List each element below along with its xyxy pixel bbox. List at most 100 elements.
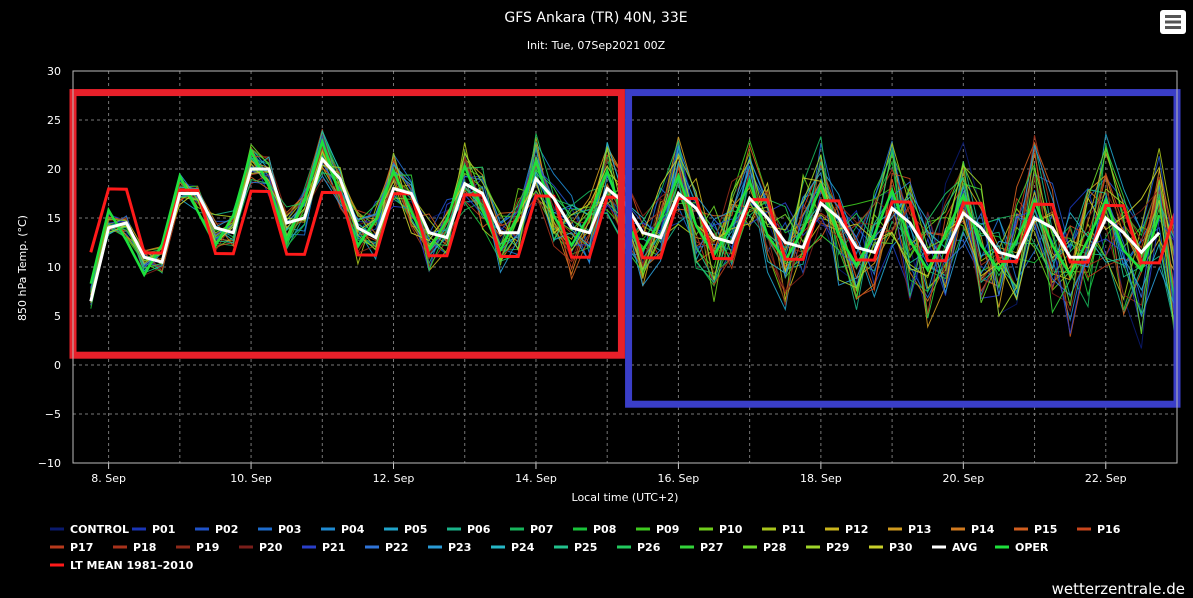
legend-label: P01: [152, 523, 175, 536]
legend-label: P25: [574, 541, 597, 554]
legend-item-avg[interactable]: AVG: [932, 541, 977, 554]
legend-label: P22: [385, 541, 408, 554]
legend-item-p26[interactable]: P26: [617, 541, 661, 554]
legend-item-p07[interactable]: P07: [510, 523, 553, 536]
legend-label: P15: [1034, 523, 1057, 536]
legend-label: P13: [908, 523, 931, 536]
y-tick-label: −10: [38, 457, 61, 470]
legend-label: P09: [656, 523, 679, 536]
x-axis-label: Local time (UTC+2): [572, 491, 679, 504]
x-tick-label: 22. Sep: [1085, 472, 1127, 485]
legend-item-control[interactable]: CONTROL: [50, 523, 129, 536]
series-line-avg: [89, 156, 1161, 302]
legend-label: P20: [259, 541, 283, 554]
legend-item-p22[interactable]: P22: [365, 541, 408, 554]
series-line-p29: [90, 147, 1178, 352]
legend-label: P03: [278, 523, 301, 536]
legend-label: OPER: [1015, 541, 1049, 554]
legend-label: P11: [782, 523, 805, 536]
legend-label: P28: [763, 541, 786, 554]
legend-item-p13[interactable]: P13: [888, 523, 931, 536]
hamburger-icon: [1165, 15, 1181, 29]
legend-label: AVG: [952, 541, 977, 554]
legend-label: P30: [889, 541, 913, 554]
x-tick-label: 16. Sep: [658, 472, 700, 485]
highlight-box-red: [69, 89, 625, 359]
axes: −10 −5 0 5 10 15 20 25 30 8. Sep 10. Sep 12. Sep 14.…: [38, 65, 1178, 485]
legend-item-p08[interactable]: P08: [573, 523, 616, 536]
chart-subtitle: Init: Tue, 07Sep2021 00Z: [527, 39, 666, 52]
legend-label: P29: [826, 541, 849, 554]
y-tick-label: 0: [54, 359, 61, 372]
legend-item-p21[interactable]: P21: [302, 541, 345, 554]
chart-title: GFS Ankara (TR) 40N, 33E: [504, 10, 687, 26]
series-group: [89, 128, 1179, 359]
legend-item-p16[interactable]: P16: [1077, 523, 1121, 536]
legend-item-p09[interactable]: P09: [636, 523, 679, 536]
legend-item-p12[interactable]: P12: [825, 523, 868, 536]
x-tick-label: 14. Sep: [515, 472, 557, 485]
legend-item-oper[interactable]: OPER: [995, 541, 1049, 554]
legend-item-p10[interactable]: P10: [699, 523, 743, 536]
y-tick-label: −5: [45, 408, 61, 421]
legend-item-p06[interactable]: P06: [447, 523, 491, 536]
x-tick-label: 18. Sep: [800, 472, 842, 485]
legend-item-p18[interactable]: P18: [113, 541, 156, 554]
y-axis-label: 850 hPa Temp. (°C): [16, 215, 29, 321]
legend-item-p17[interactable]: P17: [50, 541, 93, 554]
legend-label: P21: [322, 541, 345, 554]
legend-item-p20[interactable]: P20: [239, 541, 283, 554]
y-tick-label: 25: [47, 114, 61, 127]
legend: CONTROL P01 P02 P03 P04 P05 P06 P07 P08 P09 P10 P11…: [50, 523, 1121, 572]
legend-item-p29[interactable]: P29: [806, 541, 849, 554]
legend-label: P19: [196, 541, 219, 554]
legend-label: P24: [511, 541, 535, 554]
legend-item-p24[interactable]: P24: [491, 541, 535, 554]
x-tick-label: 8. Sep: [91, 472, 126, 485]
legend-item-p05[interactable]: P05: [384, 523, 427, 536]
plot-frame: [72, 70, 1178, 464]
legend-label: P23: [448, 541, 471, 554]
y-tick-label: 5: [54, 310, 61, 323]
y-tick-label: 20: [47, 163, 61, 176]
legend-label: P07: [530, 523, 553, 536]
legend-label: P08: [593, 523, 616, 536]
y-tick-label: 10: [47, 261, 61, 274]
series-line-lt-mean: [89, 187, 1179, 265]
legend-item-p11[interactable]: P11: [762, 523, 805, 536]
x-tick-label: 10. Sep: [230, 472, 272, 485]
legend-label: P04: [341, 523, 365, 536]
legend-label: P05: [404, 523, 427, 536]
legend-label: P16: [1097, 523, 1121, 536]
legend-item-p19[interactable]: P19: [176, 541, 219, 554]
legend-label: P14: [971, 523, 995, 536]
legend-item-p15[interactable]: P15: [1014, 523, 1057, 536]
y-tick-label: 30: [47, 65, 61, 78]
legend-item-p02[interactable]: P02: [195, 523, 238, 536]
menu-button[interactable]: [1160, 10, 1186, 34]
legend-item-p04[interactable]: P04: [321, 523, 365, 536]
legend-item-p03[interactable]: P03: [258, 523, 301, 536]
legend-label: P17: [70, 541, 93, 554]
legend-item-p23[interactable]: P23: [428, 541, 471, 554]
legend-label: CONTROL: [70, 523, 129, 536]
legend-label: P12: [845, 523, 868, 536]
legend-item-p30[interactable]: P30: [869, 541, 913, 554]
legend-label: P02: [215, 523, 238, 536]
legend-item-p01[interactable]: P01: [132, 523, 175, 536]
x-tick-label: 12. Sep: [373, 472, 415, 485]
series-line-oper: [89, 137, 1161, 284]
legend-item-p27[interactable]: P27: [680, 541, 723, 554]
legend-label: P06: [467, 523, 491, 536]
y-tick-label: 15: [47, 212, 61, 225]
legend-label: P18: [133, 541, 156, 554]
legend-item-p14[interactable]: P14: [951, 523, 995, 536]
legend-label: P27: [700, 541, 723, 554]
legend-item-p28[interactable]: P28: [743, 541, 786, 554]
legend-label: LT MEAN 1981–2010: [70, 559, 194, 572]
legend-item-lt-mean-1981-2010[interactable]: LT MEAN 1981–2010: [50, 559, 194, 572]
legend-label: P10: [719, 523, 743, 536]
legend-item-p25[interactable]: P25: [554, 541, 597, 554]
legend-label: P26: [637, 541, 661, 554]
